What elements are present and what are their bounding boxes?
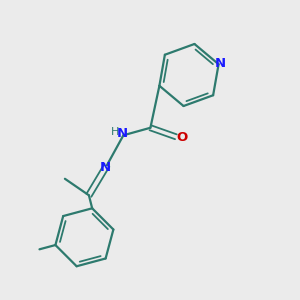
Text: N: N — [100, 161, 111, 174]
Text: N: N — [215, 57, 226, 70]
Text: H: H — [111, 127, 119, 137]
Text: N: N — [117, 127, 128, 140]
Text: O: O — [176, 131, 187, 144]
